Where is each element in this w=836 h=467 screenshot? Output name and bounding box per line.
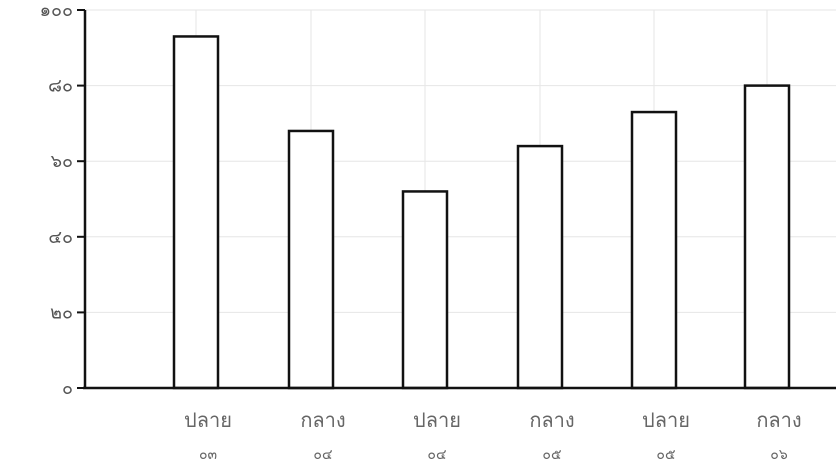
x-tick-sublabel: ๐๖ bbox=[770, 447, 788, 463]
x-tick-label: ปลาย bbox=[413, 408, 461, 432]
x-tick-sublabel: ๐๕ bbox=[542, 447, 561, 463]
y-ticks: ๐ ๒๐ ๔๐ ๖๐ ๘๐ ๑๐๐ bbox=[40, 0, 85, 399]
x-tick-sublabel: ๐๔ bbox=[427, 447, 446, 463]
bar bbox=[516, 144, 564, 390]
bar bbox=[172, 35, 220, 390]
y-tick-label: ๘๐ bbox=[48, 76, 73, 97]
x-tick-label: กลาง bbox=[529, 408, 574, 432]
bar bbox=[743, 84, 791, 390]
y-tick-label: ๐ bbox=[62, 378, 73, 399]
x-tick-label: กลาง bbox=[756, 408, 801, 432]
x-tick-label: ปลาย bbox=[642, 408, 690, 432]
x-tick-sublabel: ๐๓ bbox=[199, 447, 217, 463]
x-tick-sublabel: ๐๔ bbox=[313, 447, 332, 463]
x-tick-sublabel: ๐๕ bbox=[656, 447, 675, 463]
x-tick-label: ปลาย bbox=[184, 408, 232, 432]
y-tick-label: ๖๐ bbox=[51, 151, 73, 172]
bar bbox=[630, 110, 678, 390]
y-tick-label: ๔๐ bbox=[48, 227, 73, 248]
axes bbox=[83, 10, 836, 390]
bars bbox=[172, 35, 791, 390]
x-tick-label: กลาง bbox=[300, 408, 345, 432]
bar bbox=[287, 129, 335, 390]
bar bbox=[401, 190, 449, 390]
y-tick-label: ๒๐ bbox=[50, 302, 73, 323]
y-tick-label: ๑๐๐ bbox=[40, 0, 73, 21]
